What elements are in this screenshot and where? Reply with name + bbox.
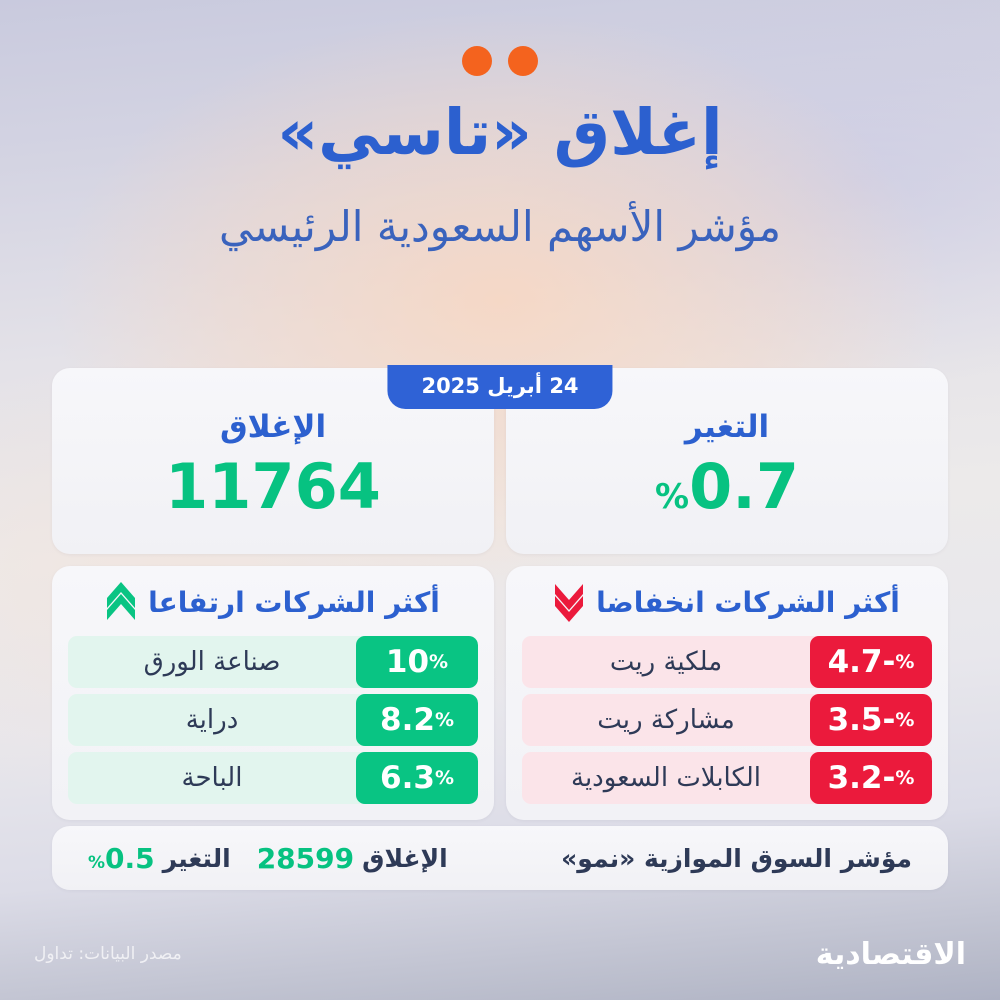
- losers-rows: % -4.7 ملكية ريت % -3.5 مشاركة ريت % -3.2 ا…: [522, 636, 932, 804]
- top-gainers-panel: أكثر الشركات ارتفاعا % 10 صناعة الورق: [52, 566, 494, 820]
- nomu-change-label: التغير: [162, 843, 231, 873]
- close-label: الإغلاق: [219, 409, 327, 446]
- nomu-change-number: 0.5: [105, 841, 155, 875]
- date-badge: 24 أبريل 2025: [387, 365, 613, 409]
- losers-row-value: % -3.2: [810, 752, 932, 804]
- losers-row-unit: %: [895, 767, 915, 789]
- double-chevron-up-icon: [106, 580, 136, 624]
- footer: الاقتصادية مصدر البيانات: تداول: [0, 908, 1000, 1000]
- losers-row-name: ملكية ريت: [609, 647, 723, 677]
- nomu-change-unit: %: [88, 852, 106, 873]
- table-row: % -4.7 ملكية ريت: [522, 636, 932, 688]
- losers-row-unit: %: [895, 651, 915, 673]
- nomu-close-value: 28599: [256, 841, 355, 875]
- gainers-row-value: % 8.2: [356, 694, 478, 746]
- gainers-row-value: % 6.3: [356, 752, 478, 804]
- gainers-title: أكثر الشركات ارتفاعا: [148, 585, 440, 619]
- change-unit: %: [655, 477, 690, 518]
- losers-title: أكثر الشركات انخفاضا: [596, 585, 900, 619]
- close-value: 11764: [165, 450, 381, 524]
- losers-row-name: مشاركة ريت: [597, 705, 735, 735]
- losers-row-number: -3.5: [827, 702, 896, 738]
- table-row: % 6.3 الباحة: [68, 752, 478, 804]
- gainers-row-unit: %: [434, 709, 454, 731]
- movers-panels: أكثر الشركات انخفاضا % -4.7 ملكية ريت: [52, 566, 948, 820]
- nomu-index-name: مؤشر السوق الموازية «نمو»: [561, 843, 912, 873]
- losers-row-number: -4.7: [827, 644, 896, 680]
- table-row: % -3.5 مشاركة ريت: [522, 694, 932, 746]
- gainers-row-unit: %: [429, 651, 449, 673]
- table-row: % 8.2 دراية: [68, 694, 478, 746]
- gainers-row-value: % 10: [356, 636, 478, 688]
- page-subtitle: مؤشر الأسهم السعودية الرئيسي: [218, 202, 782, 251]
- losers-row-number: -3.2: [827, 760, 896, 796]
- losers-row-unit: %: [895, 709, 915, 731]
- nomu-stats: الإغلاق 28599 التغير %0.5: [88, 842, 448, 875]
- data-source-note: مصدر البيانات: تداول: [34, 944, 182, 964]
- orange-dot-icon: [462, 46, 492, 76]
- gainers-row-number: 8.2: [380, 702, 435, 738]
- nomu-close-label: الإغلاق: [362, 843, 448, 873]
- brand-logo: الاقتصادية: [815, 936, 966, 972]
- losers-header: أكثر الشركات انخفاضا: [522, 580, 932, 624]
- losers-row-name: الكابلات السعودية: [571, 763, 761, 793]
- close-card: الإغلاق 11764: [52, 368, 494, 554]
- losers-row-value: % -3.5: [810, 694, 932, 746]
- top-losers-panel: أكثر الشركات انخفاضا % -4.7 ملكية ريت: [506, 566, 948, 820]
- losers-row-value: % -4.7: [810, 636, 932, 688]
- nomu-close-stat: الإغلاق 28599: [257, 842, 448, 875]
- table-row: % -3.2 الكابلات السعودية: [522, 752, 932, 804]
- change-value: %0.7: [655, 451, 799, 522]
- page-title: إغلاق «تاسي»: [277, 96, 723, 169]
- nomu-change-stat: التغير %0.5: [88, 842, 231, 875]
- header-dots: [0, 46, 1000, 76]
- stat-cards: التغير %0.7 الإغلاق 11764: [52, 368, 948, 554]
- gainers-row-name: صناعة الورق: [143, 647, 281, 677]
- nomu-index-bar: مؤشر السوق الموازية «نمو» الإغلاق 28599 …: [52, 826, 948, 890]
- gainers-row-number: 6.3: [380, 760, 435, 796]
- gainers-row-name: دراية: [185, 705, 239, 735]
- nomu-change-value: %0.5: [88, 842, 155, 875]
- change-label: التغير: [684, 409, 770, 446]
- double-chevron-down-icon: [554, 580, 584, 624]
- gainers-row-number: 10: [385, 644, 430, 680]
- gainers-row-unit: %: [434, 767, 454, 789]
- change-card: التغير %0.7: [506, 368, 948, 554]
- table-row: % 10 صناعة الورق: [68, 636, 478, 688]
- gainers-header: أكثر الشركات ارتفاعا: [68, 580, 478, 624]
- orange-dot-icon: [508, 46, 538, 76]
- change-number: 0.7: [689, 450, 799, 524]
- gainers-row-name: الباحة: [181, 763, 243, 793]
- gainers-rows: % 10 صناعة الورق % 8.2 دراية % 6.3 الباحة: [68, 636, 478, 804]
